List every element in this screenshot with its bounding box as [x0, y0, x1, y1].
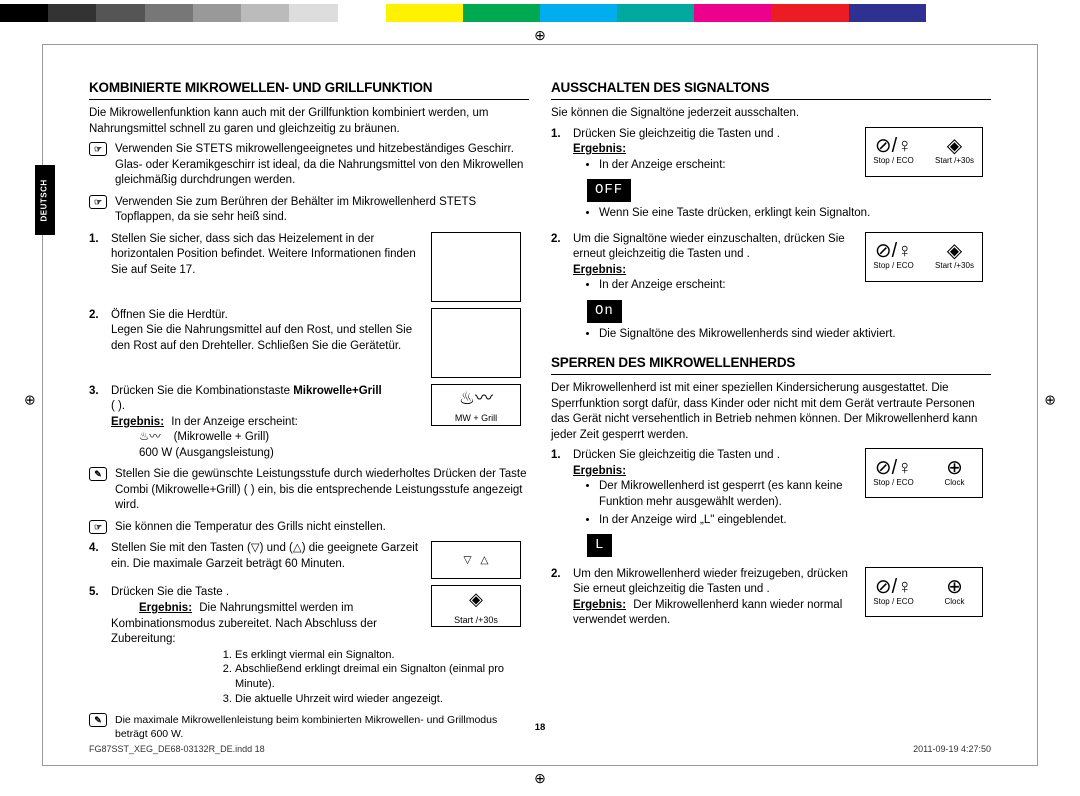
heading-signal: AUSSCHALTEN DES SIGNALTONS — [551, 79, 991, 100]
page-number: 18 — [43, 722, 1037, 735]
step-num: 3. — [89, 384, 103, 400]
fig-stop-start: ⊘/♀Stop / ECO ◈Start /+30s — [865, 127, 983, 177]
fig-start-button: ◈Start /+30s — [431, 585, 521, 627]
left-column: KOMBINIERTE MIKROWELLEN- UND GRILLFUNKTI… — [89, 79, 529, 743]
erg-line: ♨〰 (Mikrowelle + Grill) — [139, 431, 269, 443]
info-icon: ✎ — [89, 467, 107, 481]
step-3a: Drücken Sie die Kombinationstaste — [111, 385, 293, 397]
signal-intro: Sie können die Signaltöne jederzeit auss… — [551, 106, 991, 122]
signal-2: Um die Signaltöne wieder einzuschalten, … — [573, 233, 845, 261]
fig-mw-grill-button: ♨〰 MW + Grill — [431, 384, 521, 426]
fig-up-down: ▽ △ — [431, 541, 521, 579]
step-2b: Legen Sie die Nahrungsmittel auf den Ros… — [111, 324, 412, 352]
note-4: Sie können die Temperatur des Grills nic… — [115, 520, 386, 536]
signal-1: Drücken Sie gleichzeitig die Tasten und … — [573, 128, 780, 140]
registration-mark-left: ⊕ — [24, 391, 36, 410]
result-list: Es erklingt viermal ein Signalton. Absch… — [235, 648, 521, 707]
step-num: 2. — [89, 308, 103, 324]
note-icon: ☞ — [89, 195, 107, 209]
step-5: Drücken Sie die Taste . — [111, 586, 229, 598]
doc-footer: FG87SST_XEG_DE68-03132R_DE.indd 18 2011-… — [89, 743, 991, 755]
fig-microwave-top — [431, 232, 521, 302]
right-column: AUSSCHALTEN DES SIGNALTONS Sie können di… — [551, 79, 991, 743]
display-off: OFF — [587, 179, 631, 202]
fig-stop-clock: ⊘/♀Stop / ECO ⊕Clock — [865, 567, 983, 617]
lock-2: Um den Mikrowellenherd wieder freizugebe… — [573, 568, 848, 596]
fig-microwave-open — [431, 308, 521, 378]
heading-combi: KOMBINIERTE MIKROWELLEN- UND GRILLFUNKTI… — [89, 79, 529, 100]
intro-text: Die Mikrowellenfunktion kann auch mit de… — [89, 106, 529, 137]
fig-stop-start: ⊘/♀Stop / ECO ◈Start /+30s — [865, 232, 983, 282]
step-num: 1. — [89, 232, 103, 248]
footer-left: FG87SST_XEG_DE68-03132R_DE.indd 18 — [89, 743, 265, 755]
note-2: Verwenden Sie zum Berühren der Behälter … — [115, 195, 529, 226]
step-num: 5. — [89, 585, 103, 601]
step-4: Stellen Sie mit den Tasten (▽) und (△) d… — [111, 542, 418, 570]
step-3b: ( ). — [111, 400, 125, 412]
registration-mark-top: ⊕ — [534, 26, 546, 45]
registration-mark-right: ⊕ — [1044, 391, 1056, 410]
step-num: 4. — [89, 541, 103, 557]
step-num: 1. — [551, 127, 565, 143]
step-num: 2. — [551, 567, 565, 583]
note-icon: ☞ — [89, 520, 107, 534]
registration-mark-bottom: ⊕ — [534, 769, 546, 788]
step-num: 2. — [551, 232, 565, 248]
note-1: Verwenden Sie STETS mikrowellengeeignete… — [115, 142, 529, 189]
note-icon: ☞ — [89, 142, 107, 156]
step-1: Stellen Sie sicher, dass sich das Heizel… — [111, 233, 416, 276]
heading-lock: SPERREN DES MIKROWELLENHERDS — [551, 354, 991, 375]
step-2a: Öffnen Sie die Herdtür. — [111, 309, 228, 321]
note-3: Stellen Sie die gewünschte Leistungsstuf… — [115, 467, 529, 514]
lock-intro: Der Mikrowellenherd ist mit einer spezie… — [551, 381, 991, 443]
lock-1: Drücken Sie gleichzeitig die Tasten und … — [573, 449, 780, 461]
print-color-bar — [0, 4, 1080, 22]
display-on: On — [587, 300, 622, 323]
step-num: 1. — [551, 448, 565, 464]
fig-stop-clock: ⊘/♀Stop / ECO ⊕Clock — [865, 448, 983, 498]
erg-line: 600 W (Ausgangsleistung) — [139, 447, 274, 459]
language-tab: DEUTSCH — [35, 165, 55, 235]
page-frame: DEUTSCH KOMBINIERTE MIKROWELLEN- UND GRI… — [42, 44, 1038, 766]
footer-right: 2011-09-19 4:27:50 — [913, 743, 991, 755]
display-L: L — [587, 534, 612, 557]
